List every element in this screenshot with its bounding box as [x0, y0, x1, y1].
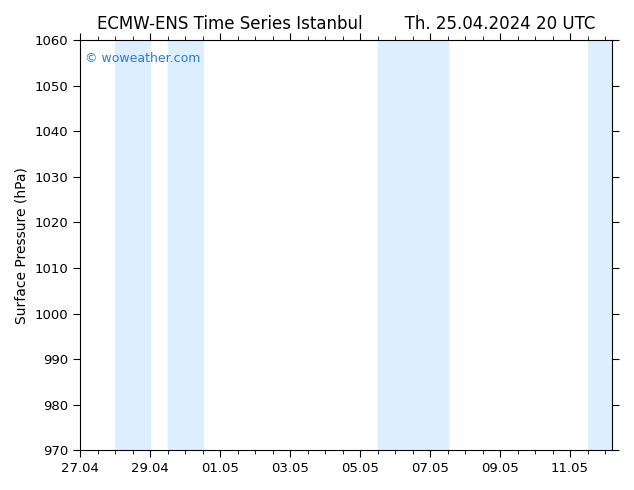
- Text: © woweather.com: © woweather.com: [86, 52, 201, 65]
- Bar: [378, 40, 413, 450]
- Bar: [588, 40, 612, 450]
- Y-axis label: Surface Pressure (hPa): Surface Pressure (hPa): [15, 167, 29, 323]
- Title: ECMW-ENS Time Series Istanbul        Th. 25.04.2024 20 UTC: ECMW-ENS Time Series Istanbul Th. 25.04.…: [97, 15, 595, 33]
- Bar: [167, 40, 203, 450]
- Bar: [115, 40, 150, 450]
- Bar: [413, 40, 448, 450]
